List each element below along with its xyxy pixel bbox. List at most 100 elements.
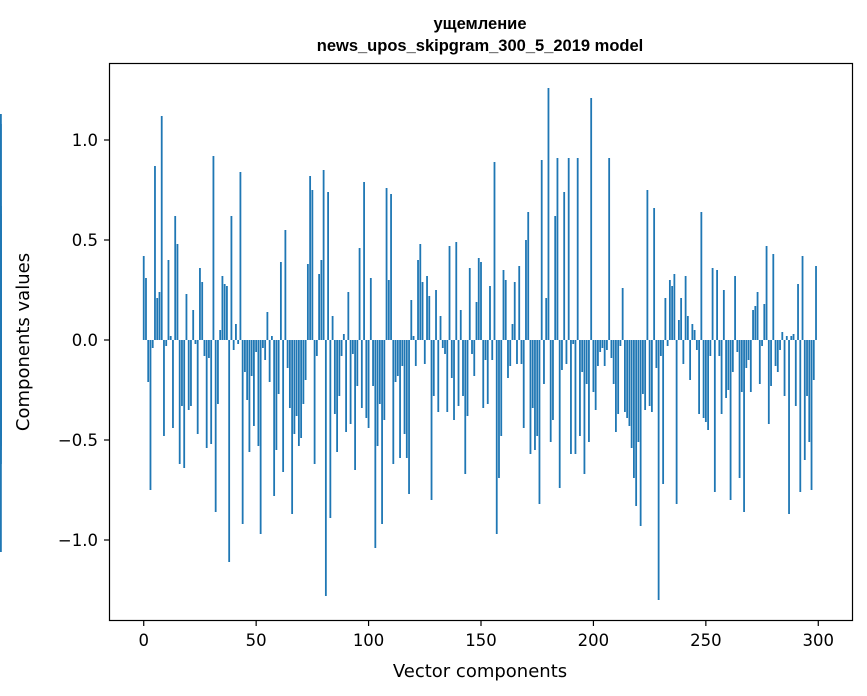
bar-139 — [455, 242, 458, 340]
bar-274 — [758, 340, 761, 384]
bar-270 — [749, 340, 752, 392]
bar-43 — [239, 172, 242, 340]
bar-80 — [322, 170, 325, 340]
bar-165 — [513, 282, 516, 340]
bar-75 — [311, 190, 314, 340]
bar-undefined — [0, 230, 2, 340]
bar-17 — [181, 340, 183, 406]
bar-222 — [641, 340, 644, 394]
bar-70 — [300, 340, 303, 438]
bar-221 — [639, 340, 642, 526]
bar-290 — [794, 340, 797, 406]
y-tick-label: −0.5 — [58, 431, 98, 450]
bar-198 — [588, 340, 590, 442]
y-tick-label: 1.0 — [72, 131, 98, 150]
bar-194 — [579, 340, 581, 436]
bar-162 — [507, 340, 509, 378]
bar-296 — [808, 340, 811, 442]
bar-279 — [770, 340, 772, 386]
bar-211 — [617, 340, 620, 414]
bar-177 — [540, 160, 543, 340]
bar-142 — [462, 340, 464, 396]
bar-66 — [291, 340, 294, 514]
bar-218 — [633, 340, 635, 478]
bar-26 — [201, 282, 204, 340]
bar-183 — [554, 216, 557, 340]
bar-285 — [783, 340, 786, 396]
bar-204 — [601, 340, 604, 348]
y-tick-label: −1.0 — [58, 531, 98, 550]
bar-191 — [572, 340, 575, 344]
bar-245 — [693, 330, 696, 340]
bar-111 — [392, 340, 395, 464]
bar-227 — [653, 208, 656, 340]
bar-38 — [228, 340, 231, 562]
x-tick-label: 100 — [353, 631, 385, 650]
bar-256 — [718, 340, 721, 356]
bar-119 — [410, 300, 413, 340]
bar-117 — [405, 340, 408, 458]
bar-129 — [432, 340, 435, 396]
bar-152 — [484, 340, 487, 360]
bar-127 — [428, 296, 431, 340]
bar-29 — [208, 340, 210, 358]
bar-22 — [192, 310, 195, 340]
bar-166 — [516, 340, 518, 364]
x-tick-label: 300 — [803, 631, 835, 650]
bar-153 — [486, 340, 489, 404]
bar-159 — [500, 340, 503, 436]
y-tick-label: 0.0 — [72, 331, 98, 350]
bar-108 — [385, 188, 388, 340]
bar-150 — [480, 262, 482, 340]
bar-47 — [248, 340, 251, 452]
bar-30 — [210, 340, 213, 444]
bar-138 — [453, 340, 455, 420]
bar-170 — [525, 240, 527, 340]
bar-series — [0, 88, 817, 600]
bar-106 — [381, 340, 383, 524]
bar-121 — [414, 340, 417, 366]
bar-295 — [806, 340, 808, 396]
bar-214 — [624, 340, 626, 412]
bar-40 — [232, 340, 235, 350]
bar-88 — [340, 340, 343, 356]
bar-58 — [273, 340, 276, 496]
bar-107 — [383, 340, 386, 420]
bar-180 — [547, 88, 550, 340]
bar-267 — [743, 340, 745, 512]
bar-244 — [691, 324, 694, 340]
bar-135 — [446, 340, 449, 412]
bar-151 — [482, 340, 485, 408]
bar-50 — [255, 340, 258, 352]
bar-196 — [583, 340, 586, 474]
bar-197 — [585, 340, 588, 384]
bar-250 — [704, 340, 707, 422]
bar-262 — [731, 340, 734, 372]
bar-134 — [444, 340, 446, 354]
bar-128 — [430, 340, 433, 500]
bar-199 — [590, 98, 593, 340]
bar-253 — [711, 268, 714, 340]
x-tick-label: 0 — [138, 631, 149, 650]
bar-undefined — [0, 114, 2, 340]
bar-179 — [545, 298, 548, 340]
bar-32 — [214, 340, 217, 512]
chart-subtitle: news_upos_skipgram_300_5_2019 model — [317, 37, 644, 55]
bar-110 — [390, 194, 392, 340]
bar-60 — [277, 340, 280, 394]
bar-85 — [333, 340, 336, 414]
bar-105 — [378, 340, 381, 404]
bar-272 — [754, 306, 757, 340]
bar-64 — [286, 340, 289, 368]
bar-187 — [563, 192, 566, 340]
bar-234 — [668, 280, 671, 340]
bar-78 — [318, 274, 321, 340]
bar-13 — [172, 340, 174, 428]
bar-132 — [439, 316, 442, 340]
bar-292 — [799, 340, 802, 492]
bar-149 — [477, 258, 480, 340]
bar-163 — [509, 340, 512, 366]
bar-281 — [774, 340, 777, 366]
bar-181 — [549, 340, 552, 442]
